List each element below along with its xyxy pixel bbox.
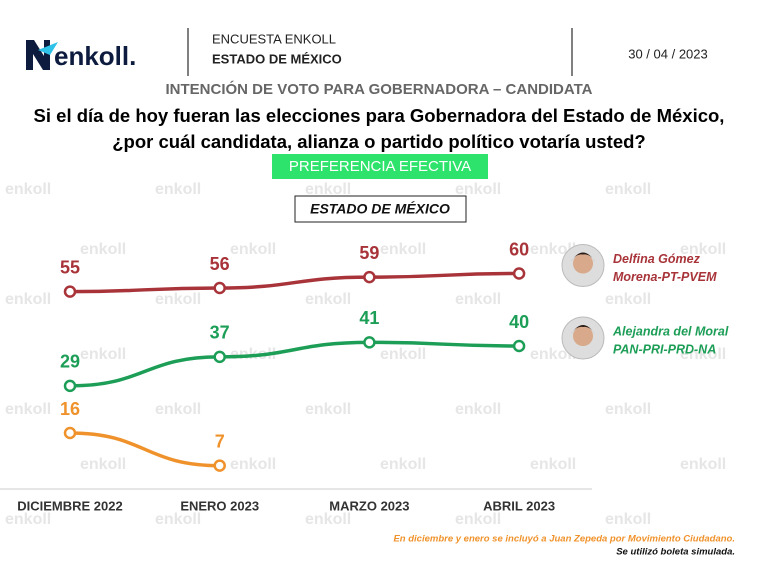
data-point [512,267,526,280]
watermark: enkoll [80,456,126,473]
watermark: enkoll [605,511,651,528]
chart-title: INTENCIÓN DE VOTO PARA GOBERNADORA – CAN… [166,80,593,98]
chart-subtitle: ESTADO DE MÉXICO [310,201,450,217]
watermark: enkoll [155,511,201,528]
series-line [69,431,220,468]
watermark: enkoll [380,456,426,473]
watermark: enkoll [680,456,726,473]
watermark: enkoll [305,181,351,198]
watermark: enkoll [605,401,651,418]
data-point [63,285,77,298]
watermark: enkoll [530,346,576,363]
data-label: 29 [60,352,80,372]
data-point [213,350,226,364]
survey-name: ENCUESTA ENKOLL [212,31,336,46]
legend-name: Delfina Gómez [613,252,701,266]
data-point [213,459,226,472]
watermark: enkoll [455,291,501,308]
legend-name: Alejandra del Moral [612,324,729,338]
watermark: enkoll [680,346,726,363]
watermark: enkoll [155,291,201,308]
x-tick-label: ENERO 2023 [180,498,259,513]
date: 30 / 04 / 2023 [628,46,708,61]
logo: enkoll. [26,40,136,71]
watermark: enkoll [455,401,501,418]
data-label: 41 [359,308,379,328]
x-tick-label: MARZO 2023 [329,498,409,513]
watermark: enkoll [155,401,201,418]
data-label: 55 [60,257,80,277]
question-line: ¿por cuál candidata, alianza o partido p… [112,131,646,152]
legend-item: Alejandra del Moral PAN-PRI-PRD-NA [561,316,729,360]
watermark: enkoll [530,241,576,258]
x-tick-label: ABRIL 2023 [483,498,555,513]
watermarks: enkoll enkoll enkoll enkoll enkoll enkoll enko… [5,181,726,528]
legend-photo-face [573,326,593,346]
watermark: enkoll [305,401,351,418]
watermark: enkoll [230,241,276,258]
data-label: 59 [359,243,379,263]
legend-party: Morena-PT-PVEM [613,270,717,284]
watermark: enkoll [455,511,501,528]
watermark: enkoll [305,291,351,308]
data-label: 40 [509,312,529,332]
badge-bg [272,154,488,179]
watermark: enkoll [80,241,126,258]
series-line [69,271,520,294]
watermark: enkoll [605,181,651,198]
watermark: enkoll [155,181,201,198]
watermark: enkoll [605,291,651,308]
plot: DICIEMBRE 2022 ENERO 2023 MARZO 2023 ABRIL … [17,239,729,513]
logo-text: enkoll. [54,41,136,71]
data-point [213,281,226,295]
watermark: enkoll [680,241,726,258]
badge: PREFERENCIA EFECTIVA [289,158,471,175]
x-tick-label: DICIEMBRE 2022 [17,498,122,513]
series-line [69,340,520,388]
data-label: 16 [60,399,80,419]
watermark: enkoll [230,456,276,473]
data-point [63,426,77,440]
data-point [63,379,77,393]
footnote: En diciembre y enero se incluyó a Juan Z… [393,534,735,545]
question-line: Si el día de hoy fueran las elecciones p… [34,105,725,126]
watermark: enkoll [80,346,126,363]
watermark: enkoll [305,511,351,528]
watermark: enkoll [380,241,426,258]
data-point [363,270,376,284]
subtitle-box [294,195,467,223]
watermark: enkoll [5,291,51,308]
watermark: enkoll [5,401,51,418]
survey-region: ESTADO DE MÉXICO [212,51,342,66]
legend-item: Delfina Gómez Morena-PT-PVEM [561,244,717,287]
data-label: 56 [210,254,230,274]
watermark: enkoll [5,511,51,528]
legend-photo-hair [571,252,595,262]
data-label: 7 [215,431,225,451]
legend-party: PAN-PRI-PRD-NA [613,342,716,356]
data-label: 60 [509,239,529,259]
watermark: enkoll [530,456,576,473]
watermark: enkoll [455,181,501,198]
data-label: 37 [210,323,230,343]
watermark: enkoll [380,346,426,363]
legend-photo-face [573,253,593,274]
footnote: Se utilizó boleta simulada. [616,547,735,558]
data-point [512,339,526,353]
watermark: enkoll [5,181,51,198]
data-point [363,336,376,349]
legend-photo-hair [571,325,595,334]
